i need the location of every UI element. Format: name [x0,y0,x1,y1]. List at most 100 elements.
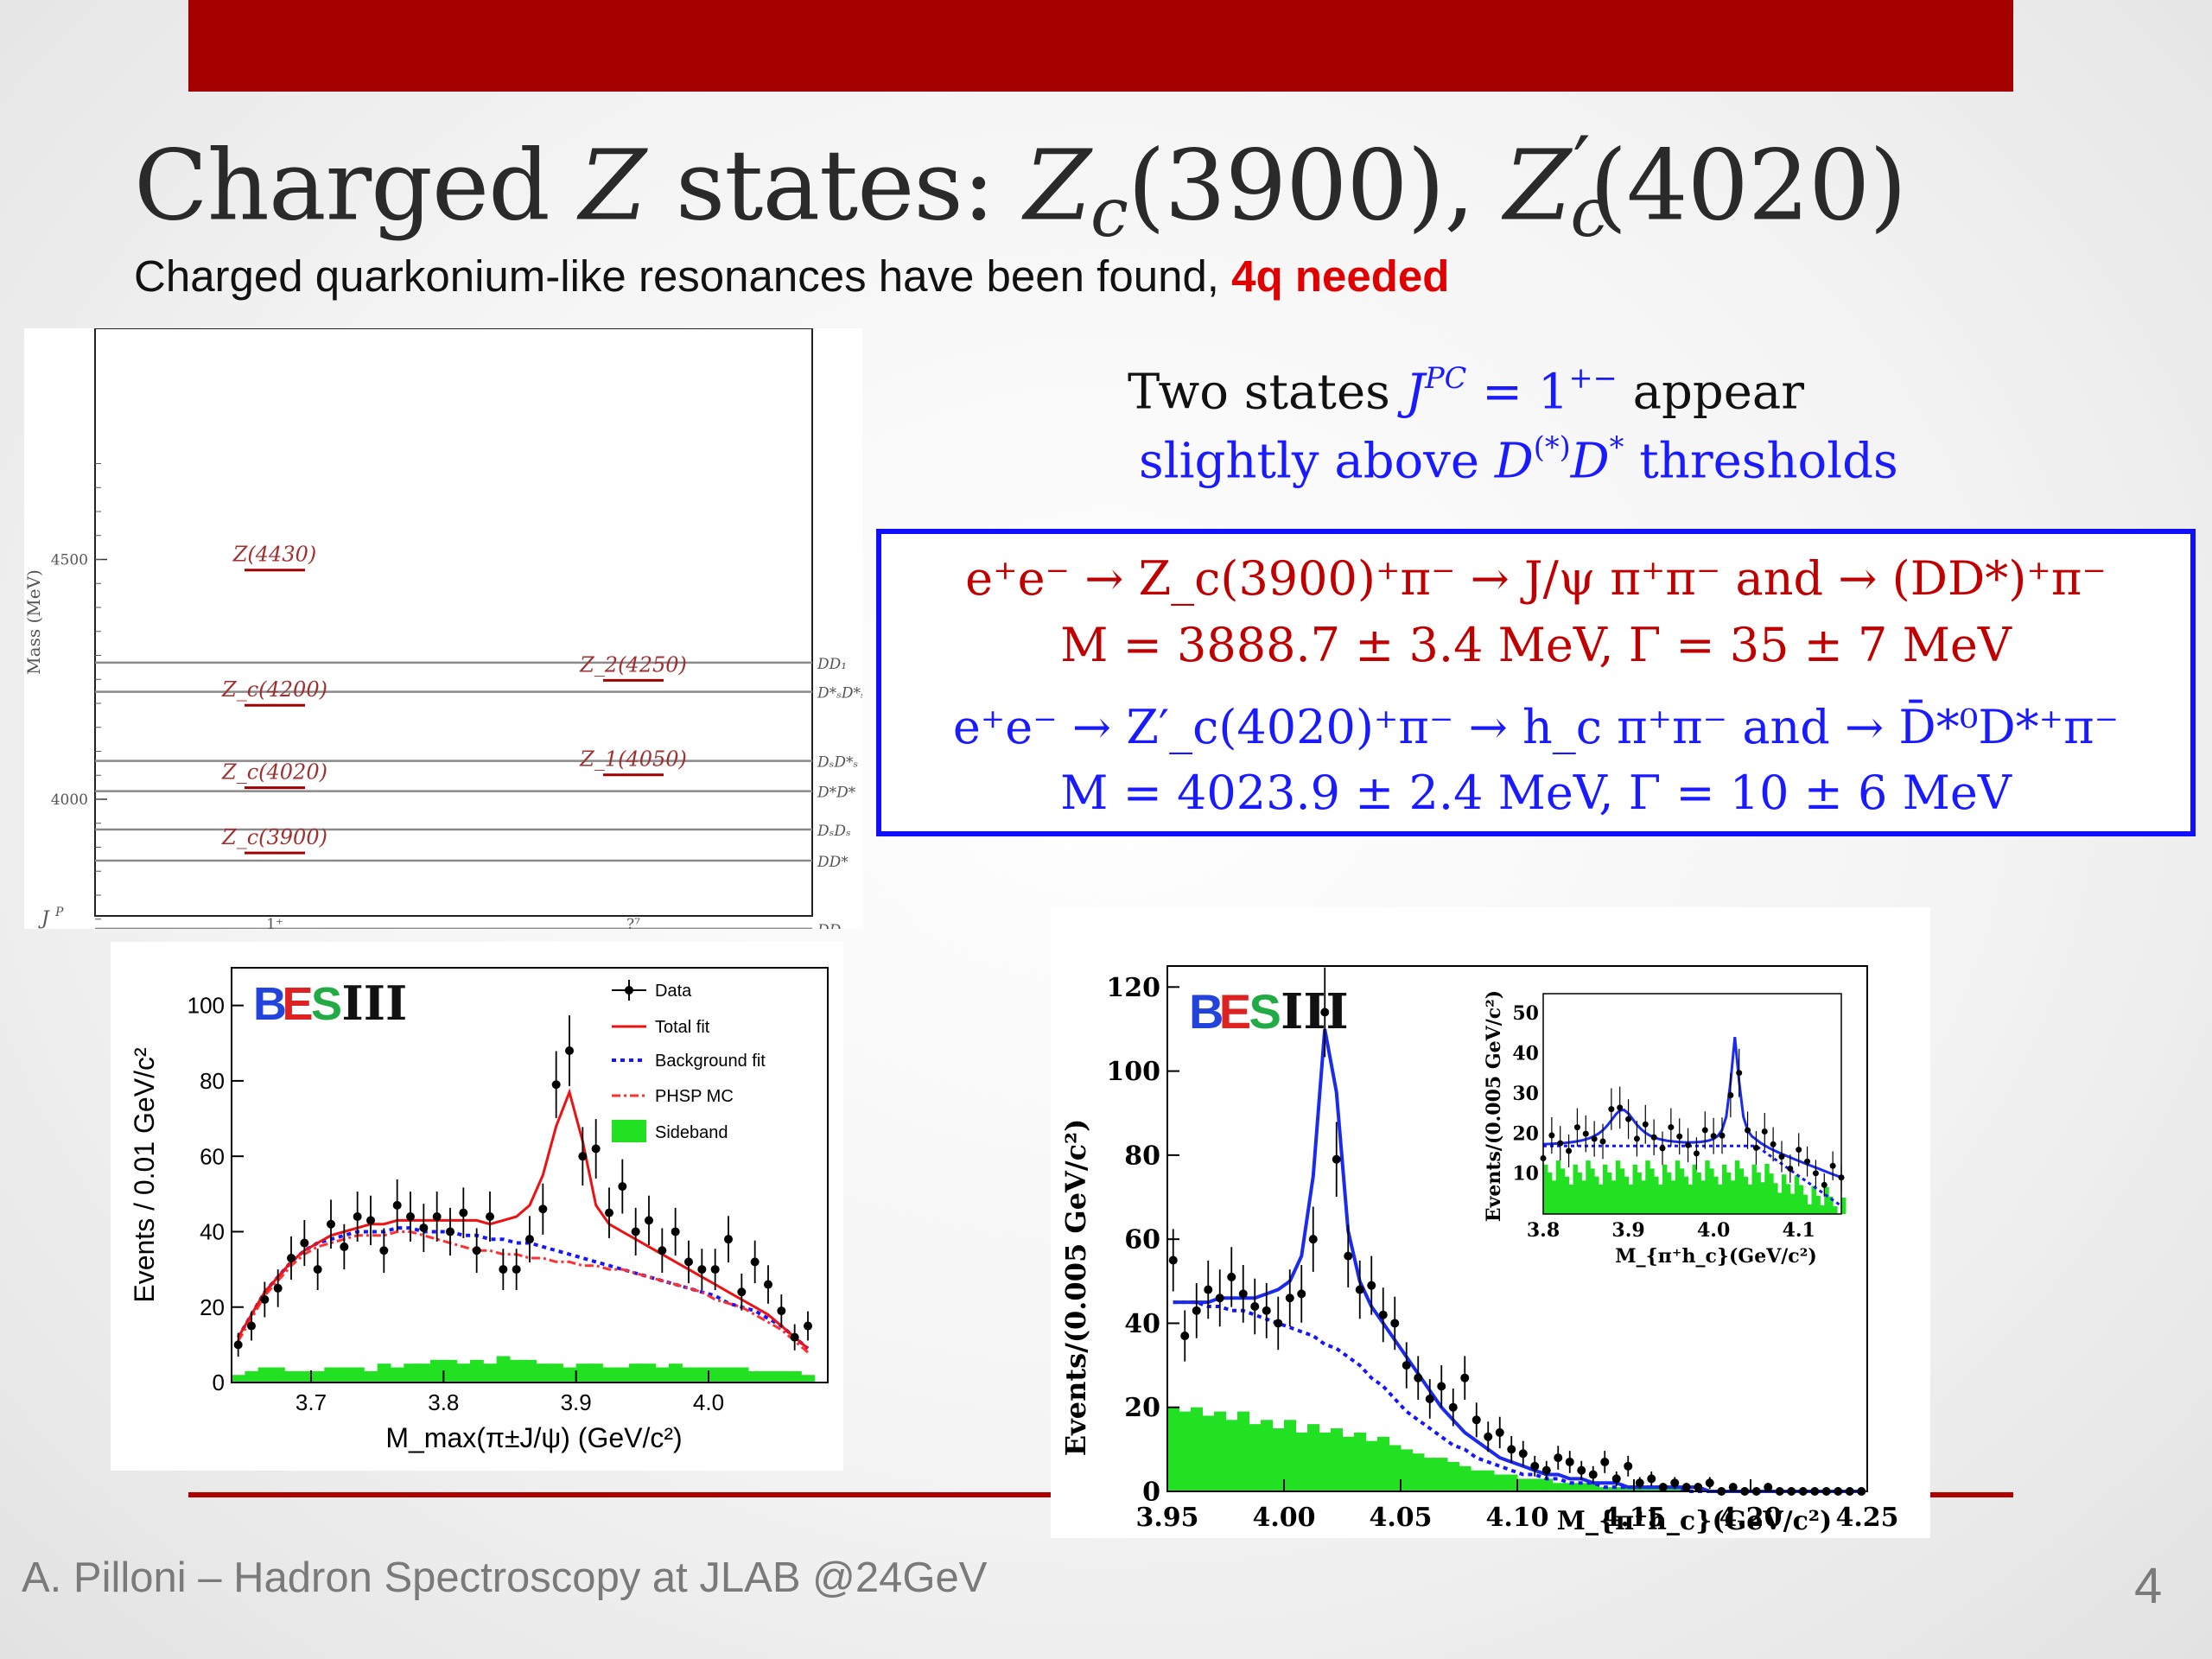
sideband-bar [337,1367,352,1382]
level-xtick-label: 1⁺ [266,916,283,929]
sideband-bar [496,1356,511,1382]
inset-data-point [1761,1128,1768,1135]
data-point [631,1227,640,1236]
inset-ylabel: Events/(0.005 GeV/c²) [1483,990,1505,1222]
threshold-label: D*D* [817,785,856,802]
threshold-label: DD₁ [817,656,847,673]
inset-sideband-bar [1658,1184,1663,1214]
data-point [1728,1483,1738,1492]
data-point [1507,1445,1516,1454]
sideband-bar [1645,1487,1658,1491]
level-ytick-label: 4500 [51,552,88,569]
inset-sideband-bar [1738,1168,1745,1214]
inset-data-point [1591,1135,1598,1142]
inset-sideband-bar [1807,1204,1812,1214]
data-point [1308,1235,1318,1244]
inset-data-point [1821,1181,1827,1188]
sideband-bar [748,1370,762,1382]
inset-sideband-bar [1730,1180,1736,1214]
data-point [379,1246,389,1255]
legend-label: Sideband [655,1123,728,1142]
sideband-bar [1529,1478,1541,1491]
inset-sideband-bar [1811,1185,1816,1214]
inset-sideband-bar [1756,1173,1761,1214]
legend-sideband-mark [612,1120,646,1142]
inset-sideband-bar [1555,1160,1561,1214]
data-point [499,1265,508,1274]
sideband-bar [1225,1420,1238,1491]
sideband-bar [1424,1458,1436,1491]
data-point [1227,1272,1236,1281]
sideband-bar [510,1359,524,1382]
sideband-bar [1401,1449,1413,1491]
inset-sideband-bar [1709,1168,1714,1214]
sideband-bar [297,1370,312,1382]
logo-letter: B [1189,984,1224,1039]
page-number: 4 [2134,1558,2163,1614]
sideband-bar [788,1370,802,1382]
sideband-bar [602,1367,617,1382]
plot2-xlabel: M_{π⁺h_c}(GeV/c²) [1557,1506,1832,1536]
x-tick-label: 4.00 [1252,1503,1315,1533]
inset-sideband-bar [1606,1173,1612,1214]
inset-sideband-bar [1777,1192,1783,1214]
inset-data-point [1804,1158,1811,1165]
data-point [737,1287,747,1297]
inset-data-point [1617,1104,1624,1111]
sideband-bar [1599,1487,1611,1491]
threshold-label: DₛD*ₛ [817,754,858,772]
inset-sideband-bar [1619,1168,1625,1214]
data-point [1437,1382,1446,1391]
inset-data-point [1650,1134,1657,1141]
inset-data-point [1633,1135,1640,1142]
inset-sideband-bar [1637,1173,1642,1214]
data-point [419,1224,429,1233]
inset-sideband-bar [1543,1164,1548,1214]
inset-sideband-bar [1594,1176,1599,1214]
data-point [1588,1470,1598,1479]
data-point [1471,1415,1481,1425]
y-tick-label: 40 [200,1219,225,1245]
inset-sideband-bar [1705,1160,1710,1214]
data-point [1600,1457,1610,1466]
text-line-states: Two states JPC = 1+− appear [1128,361,1804,421]
inset-sideband-bar [1841,1197,1847,1214]
x-tick-label: 3.9 [561,1389,592,1415]
sideband-bar [284,1370,299,1382]
sideband-bar [801,1375,816,1382]
x-tick-label: 3.7 [296,1389,327,1415]
logo-letter: S [311,978,342,1030]
sideband-bar [669,1363,683,1382]
x-tick-label: 4.0 [693,1389,724,1415]
data-point [512,1265,521,1274]
inset-sideband-bar [1599,1184,1604,1214]
inset-sideband-bar [1820,1205,1825,1214]
sideband-bar [1307,1424,1319,1491]
data-point [671,1227,680,1236]
inset-data-point [1796,1147,1802,1154]
inset-sideband-bar [1666,1173,1672,1214]
sideband-bar [1272,1428,1285,1491]
data-point [1495,1427,1504,1437]
data-point [565,1046,574,1055]
x-tick-label: 4.05 [1369,1503,1432,1533]
sideband-bar [232,1375,245,1382]
legend-data-mark [625,986,633,995]
data-point [1344,1251,1353,1261]
data-point [353,1212,362,1221]
inset-sideband-bar [1586,1160,1591,1214]
state-label: Z_c(4020) [221,760,327,785]
y-tick-label: 80 [200,1068,225,1094]
plot-jpsi-panel: 3.7 3.8 3.9 4.0 0 20 40 60 80 100 B E S III Events / 0… [111,942,843,1471]
inset-sideband-bar [1773,1183,1778,1214]
inset-data-point [1710,1133,1717,1140]
inset-frame [1542,993,1842,1215]
phsp-curve [237,1230,809,1354]
logo-roman: III [341,976,407,1031]
inset-sideband-bar [1833,1206,1838,1214]
x-tick-label: 4.25 [1835,1503,1898,1533]
sideband-bar [1669,1487,1681,1491]
sideband-bar [1365,1440,1378,1491]
data-point [1541,1465,1551,1475]
data-point [1624,1461,1633,1471]
